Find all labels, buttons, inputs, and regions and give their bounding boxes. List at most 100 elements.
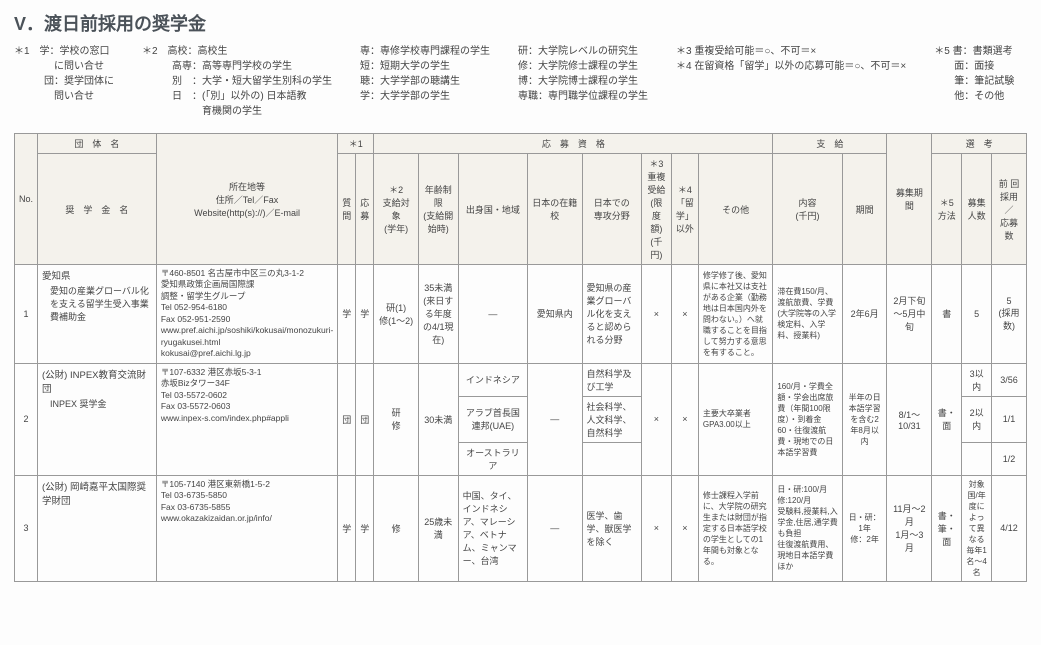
cell-naiyou: 滞在費150/月、渡航旅費、学費(大学院等の入学検定料、入学料、授業料) (773, 265, 842, 364)
cell-jp: ― (528, 363, 582, 475)
cell-naiyou: 日・研:100/月 修:120/月 受験料,授業料,入学金,住居,通学費も負担 … (773, 475, 842, 581)
legend-1: ＊1 学：学校の窓口 に問い合せ 団：奨学団体に 問い合せ (14, 44, 114, 119)
h-bosyu: 募集期間 (887, 134, 932, 265)
cell-a: 団 (356, 363, 374, 475)
h-num: 募集 人数 (962, 154, 992, 265)
h-oubo: 応 募 資 格 (374, 134, 773, 154)
h-org: 団 体 名 (38, 134, 157, 154)
cell-kikan: 半年の日本語学習を含む2年8月以内 (842, 363, 887, 475)
cell-prev: 1/1 (992, 396, 1027, 442)
cell-prev: 5 (採用数) (992, 265, 1027, 364)
cell-no: 3 (15, 475, 38, 581)
h-prev: 前 回 採用／ 応募数 (992, 154, 1027, 265)
cell-bosyu: 2月下旬～5月中旬 (887, 265, 932, 364)
cell-s2: 研 修 (374, 363, 419, 475)
cell-major: 社会科学、人文科学、自然科学 (582, 396, 641, 442)
h-naiyou: 内容 (千円) (773, 154, 842, 265)
h-s5: ＊5 方法 (932, 154, 962, 265)
cell-jp: ― (528, 475, 582, 581)
cell-q: 学 (338, 475, 356, 581)
h-major: 日本での 専攻分野 (582, 154, 641, 265)
table-row: 2 (公財) INPEX教育交流財団 INPEX 奨学金 〒107-6332 港… (15, 363, 1027, 396)
h-s4: ＊4 「留学」 以外 (671, 154, 698, 265)
h-s2: ＊2 支給対象 (学年) (374, 154, 419, 265)
cell-s2: 研(1) 修(1～2) (374, 265, 419, 364)
cell-other: 主要大卒業者 GPA3.00以上 (698, 363, 772, 475)
cell-s3: × (641, 363, 671, 475)
cell-org: 愛知県 愛知の産業グローバル化を支える留学生受入事業費補助金 (38, 265, 157, 364)
h-senko: 選 考 (932, 134, 1027, 154)
cell-kikan: 日・研：1年 修：2年 (842, 475, 887, 581)
cell-addr: 〒460-8501 名古屋市中区三の丸3-1-2 愛知県政策企画局国際課 調整・… (156, 265, 337, 364)
table-row: 1 愛知県 愛知の産業グローバル化を支える留学生受入事業費補助金 〒460-85… (15, 265, 1027, 364)
cell-addr: 〒105-7140 港区東新橋1-5-2 Tel 03-6735-5850 Fa… (156, 475, 337, 581)
cell-age: 35未満 (来日する年度の4/1現在) (418, 265, 458, 364)
h-jp: 日本の在籍校 (528, 154, 582, 265)
legend-4: 研：大学院レベルの研究生 修：大学院修士課程の学生 博：大学院博士課程の学生 専… (518, 44, 648, 119)
cell-org: (公財) INPEX教育交流財団 INPEX 奨学金 (38, 363, 157, 475)
table-row: 3 (公財) 岡崎嘉平太国際奨学財団 〒105-7140 港区東新橋1-5-2 … (15, 475, 1027, 581)
cell-s5: 書 (932, 265, 962, 364)
cell-num: 対象国/年度によって異なる 毎年1名～4名 (962, 475, 992, 581)
cell-no: 1 (15, 265, 38, 364)
cell-country: インドネシア (458, 363, 527, 396)
h-country: 出身国・地域 (458, 154, 527, 265)
cell-other: 修士課程入学前に、大学院の研究生または財団が指定する日本語学校の学生としての1年… (698, 475, 772, 581)
cell-s5: 書・面 (932, 363, 962, 475)
cell-kikan: 2年6月 (842, 265, 887, 364)
cell-no: 2 (15, 363, 38, 475)
cell-a: 学 (356, 265, 374, 364)
cell-s3: × (641, 475, 671, 581)
cell-num: 5 (962, 265, 992, 364)
cell-major: 医学、歯学、獣医学を除く (582, 475, 641, 581)
org-name: (公財) INPEX教育交流財団 (42, 370, 146, 395)
cell-q: 団 (338, 363, 356, 475)
cell-q: 学 (338, 265, 356, 364)
cell-s2: 修 (374, 475, 419, 581)
cell-num: 2以内 (962, 396, 992, 442)
scholarship-table: No. 団 体 名 所在地等 住所／Tel／Fax Website(http(s… (14, 133, 1027, 582)
cell-age: 30未満 (418, 363, 458, 475)
cell-prev: 3/56 (992, 363, 1027, 396)
cell-prev: 4/12 (992, 475, 1027, 581)
legend-2: ＊2 高校：高校生 高専：高等専門学校の学生 別 ：大学・短大留学生別科の学生 … (142, 44, 332, 119)
cell-naiyou: 160/月・学費全額・学会出席旅費（年間100限度）・到着金60・往復渡航費・現… (773, 363, 842, 475)
legend-block: ＊1 学：学校の窓口 に問い合せ 団：奨学団体に 問い合せ ＊2 高校：高校生 … (14, 44, 1027, 119)
h-sch: 奨 学 金 名 (38, 154, 157, 265)
cell-country: ― (458, 265, 527, 364)
cell-org: (公財) 岡崎嘉平太国際奨学財団 (38, 475, 157, 581)
h-no: No. (15, 134, 38, 265)
cell-a: 学 (356, 475, 374, 581)
legend-6: ＊5 書：書類選考 面：面接 筆：筆記試験 他：その他 (934, 44, 1014, 119)
legend-5: ＊3 重複受給可能＝○、不可＝× ＊4 在留資格「留学」以外の応募可能＝○、不可… (676, 44, 906, 119)
cell-major (582, 442, 641, 475)
cell-country: アラブ首長国連邦(UAE) (458, 396, 527, 442)
h-age: 年齢制限 (支給開始時) (418, 154, 458, 265)
h-s3: ＊3 重複受給 (限度額) (千円) (641, 154, 671, 265)
h-q: 質問 (338, 154, 356, 265)
cell-bosyu: 8/1～10/31 (887, 363, 932, 475)
h-other: その他 (698, 154, 772, 265)
org-name: 愛知県 (42, 271, 71, 282)
cell-s3: × (641, 265, 671, 364)
h-a: 応募 (356, 154, 374, 265)
h-kikan: 期間 (842, 154, 887, 265)
cell-s4: × (671, 363, 698, 475)
cell-other: 修学修了後、愛知県に本社又は支社がある企業（勤務地は日本国内外を問わない。）へ就… (698, 265, 772, 364)
cell-country: 中国、タイ、インドネシア、マレーシア、ベトナム、ミャンマー、台湾 (458, 475, 527, 581)
h-addr: 所在地等 住所／Tel／Fax Website(http(s)://)／E-ma… (156, 134, 337, 265)
cell-prev: 1/2 (992, 442, 1027, 475)
cell-s4: × (671, 265, 698, 364)
sch-name: INPEX 奨学金 (42, 397, 152, 410)
page-title: V．渡日前採用の奨学金 (14, 10, 1027, 36)
h-s1: ＊1 (338, 134, 374, 154)
cell-num: 3以内 (962, 363, 992, 396)
cell-age: 25歳未満 (418, 475, 458, 581)
cell-addr: 〒107-6332 港区赤坂5-3-1 赤坂Bizタワー34F Tel 03-5… (156, 363, 337, 475)
cell-country: オーストラリア (458, 442, 527, 475)
cell-num (962, 442, 992, 475)
org-name: (公財) 岡崎嘉平太国際奨学財団 (42, 482, 146, 507)
cell-major: 愛知県の産業グローバル化を支えると認められる分野 (582, 265, 641, 364)
legend-3: 専：専修学校専門課程の学生 短：短期大学の学生 聴：大学学部の聴講生 学：大学学… (360, 44, 490, 119)
sch-name: 愛知の産業グローバル化を支える留学生受入事業費補助金 (42, 284, 152, 323)
